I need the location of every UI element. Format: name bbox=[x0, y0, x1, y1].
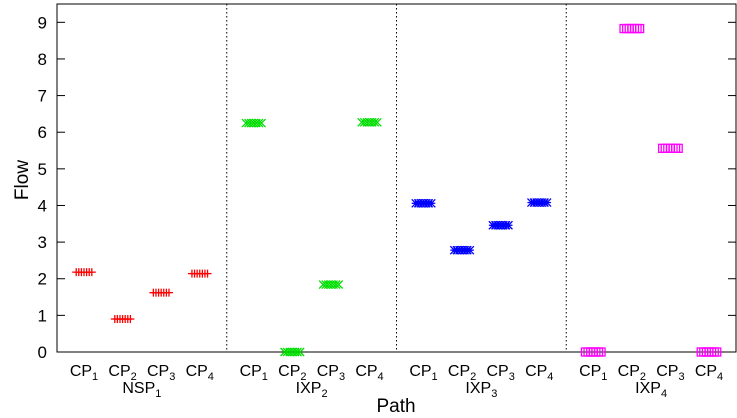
x-axis-title: Path bbox=[376, 396, 415, 417]
square-marker bbox=[660, 143, 670, 153]
data-point bbox=[621, 23, 632, 34]
data-point bbox=[712, 347, 722, 357]
y-tick-label: 3 bbox=[38, 233, 47, 252]
y-tick-label: 5 bbox=[38, 160, 47, 179]
data-point bbox=[257, 118, 267, 128]
data-point bbox=[632, 23, 642, 34]
x-marker-b bbox=[370, 117, 380, 127]
x-marker-b bbox=[254, 118, 264, 128]
data-point bbox=[673, 143, 683, 153]
x-tick-label: CP1 bbox=[240, 363, 268, 383]
x-marker-b bbox=[372, 117, 382, 127]
square-marker bbox=[624, 23, 634, 34]
x-tick-label: CP4 bbox=[186, 363, 214, 383]
x-tick-label: CP1 bbox=[409, 363, 437, 383]
x-tick-label: CP3 bbox=[147, 363, 175, 383]
y-tick-label: 2 bbox=[38, 270, 47, 289]
data-point bbox=[164, 288, 173, 297]
star-marker-b bbox=[542, 198, 552, 208]
data-point bbox=[665, 143, 676, 153]
data-point bbox=[504, 220, 513, 230]
data-point bbox=[668, 143, 678, 153]
data-point bbox=[331, 280, 341, 290]
data-point bbox=[660, 143, 670, 153]
x-marker-b bbox=[293, 347, 302, 357]
data-point bbox=[619, 23, 629, 34]
data-point bbox=[426, 198, 436, 208]
data-point bbox=[293, 347, 302, 357]
square-marker bbox=[657, 143, 668, 153]
star-marker-b bbox=[465, 245, 475, 255]
x-tick-label: CP2 bbox=[448, 363, 476, 383]
square-marker bbox=[665, 143, 676, 153]
square-marker bbox=[668, 143, 678, 153]
x-marker-b bbox=[257, 118, 267, 128]
group-label: IXP4 bbox=[635, 380, 667, 400]
data-point bbox=[295, 347, 305, 357]
y-tick-label: 4 bbox=[38, 196, 47, 215]
data-point bbox=[663, 143, 673, 153]
star-marker-b bbox=[426, 198, 436, 208]
data-point bbox=[126, 315, 135, 324]
x-marker-b bbox=[331, 280, 341, 290]
x-marker-b bbox=[295, 347, 305, 357]
y-tick-label: 8 bbox=[38, 50, 47, 69]
x-tick-label: CP2 bbox=[618, 363, 646, 383]
x-marker-b bbox=[334, 280, 344, 290]
star-marker-b bbox=[504, 220, 513, 230]
data-point bbox=[629, 23, 640, 34]
group-label: NSP1 bbox=[122, 380, 161, 400]
data-point bbox=[657, 143, 668, 153]
y-axis: 0 1 2 3 4 5 6 7 8 9 bbox=[38, 13, 736, 362]
y-axis-title: Flow bbox=[12, 160, 33, 200]
group-label: IXP3 bbox=[465, 380, 497, 400]
x-tick-label: CP1 bbox=[70, 363, 98, 383]
x-tick-label: CP1 bbox=[579, 363, 607, 383]
y-tick-label: 0 bbox=[38, 343, 47, 362]
x-tick-label: CP4 bbox=[695, 363, 723, 383]
data-point bbox=[203, 269, 212, 278]
square-marker bbox=[596, 347, 606, 357]
data-point bbox=[627, 23, 637, 34]
data-point bbox=[465, 245, 475, 255]
square-marker bbox=[712, 347, 722, 357]
x-tick-label: CP2 bbox=[278, 363, 306, 383]
square-marker bbox=[629, 23, 640, 34]
data-point bbox=[334, 280, 344, 290]
square-marker bbox=[619, 23, 629, 34]
data-point bbox=[87, 268, 96, 277]
data-point bbox=[372, 117, 382, 127]
square-marker bbox=[632, 23, 642, 34]
group-label: IXP2 bbox=[296, 380, 328, 400]
y-tick-label: 7 bbox=[38, 87, 47, 106]
x-tick-label: CP4 bbox=[355, 363, 383, 383]
x-tick-label: CP4 bbox=[525, 363, 553, 383]
x-tick-label: CP2 bbox=[108, 363, 136, 383]
square-marker bbox=[627, 23, 637, 34]
data-point bbox=[596, 347, 606, 357]
data-point bbox=[254, 118, 264, 128]
data-point bbox=[542, 198, 552, 208]
group-dividers bbox=[226, 4, 567, 352]
y-tick-label: 6 bbox=[38, 123, 47, 142]
y-tick-label: 9 bbox=[38, 13, 47, 32]
square-marker bbox=[663, 143, 673, 153]
square-marker bbox=[673, 143, 683, 153]
x-axis-labels: CP1 CP2 CP3 CP4 NSP1 CP1 CP2 CP3 CP4 IXP2 CP1 CP2 CP… bbox=[70, 363, 723, 400]
data-points bbox=[72, 23, 722, 357]
data-point bbox=[634, 23, 645, 34]
x-tick-label: CP3 bbox=[656, 363, 684, 383]
x-tick-label: CP3 bbox=[317, 363, 345, 383]
square-marker bbox=[621, 23, 632, 34]
data-point bbox=[370, 117, 380, 127]
y-tick-label: 1 bbox=[38, 306, 47, 325]
x-tick-label: CP3 bbox=[486, 363, 514, 383]
square-marker bbox=[634, 23, 645, 34]
data-point bbox=[670, 143, 681, 153]
data-point bbox=[624, 23, 634, 34]
square-marker bbox=[670, 143, 681, 153]
